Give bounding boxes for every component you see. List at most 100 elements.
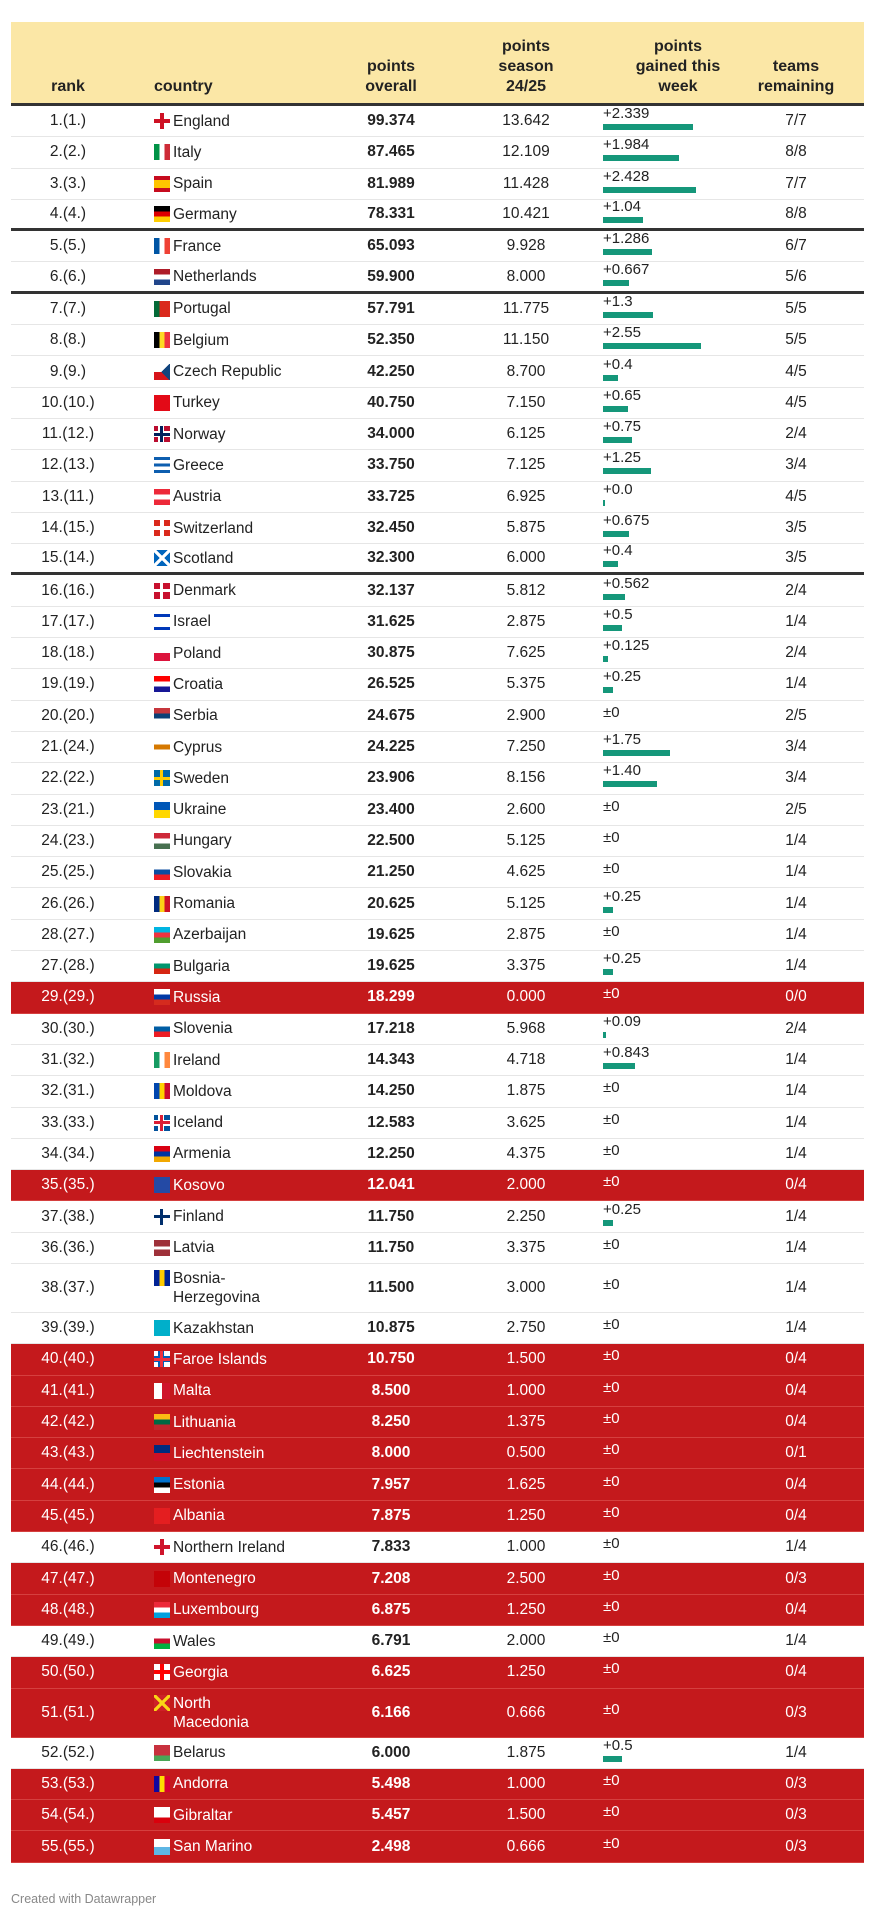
header-teams-remaining[interactable]: teams remaining <box>757 58 835 95</box>
points-season-cell: 0.666 <box>506 1703 546 1721</box>
country-cell: Israel <box>154 607 344 637</box>
header-points-overall[interactable]: points overall <box>365 58 417 95</box>
teams-remaining-cell: 0/4 <box>785 1600 807 1618</box>
teams-remaining-cell: 0/4 <box>785 1350 807 1368</box>
points-season-cell: 1.875 <box>506 1743 546 1761</box>
rank-cell: 48.(48.) <box>41 1600 95 1618</box>
country-cell: Wales <box>154 1626 344 1656</box>
table-row: 38.(37.) Bosnia- Herzegovina 11.500 3.000 ±0… <box>11 1264 864 1313</box>
teams-remaining-cell: 1/4 <box>785 1144 807 1162</box>
country-cell: Greece <box>154 450 344 480</box>
teams-remaining-cell: 1/4 <box>785 894 807 912</box>
country-cell: Denmark <box>154 575 344 605</box>
points-season-cell: 7.250 <box>506 738 546 756</box>
rank-cell: 20.(20.) <box>41 706 95 724</box>
teams-remaining-cell: 7/7 <box>785 112 807 130</box>
points-gained-value: ±0 <box>603 1410 620 1428</box>
header-rank[interactable]: rank <box>51 78 85 95</box>
points-gained-cell: ±0 <box>603 1563 773 1593</box>
country-cell: Gibraltar <box>154 1800 344 1830</box>
teams-remaining-cell: 5/6 <box>785 267 807 285</box>
table-row: 6.(6.) Netherlands 59.900 8.000 +0.667 5/6 <box>11 261 864 294</box>
country-name: Portugal <box>173 300 231 318</box>
points-gained-cell: +0.25 <box>603 669 773 699</box>
points-gained-cell: ±0 <box>603 1313 773 1343</box>
points-gained-bar <box>603 124 693 131</box>
flag-icon <box>154 645 170 662</box>
country-cell: Kazakhstan <box>154 1313 344 1343</box>
flag-icon <box>154 175 170 192</box>
rank-cell: 44.(44.) <box>41 1475 95 1493</box>
rank-cell: 36.(36.) <box>41 1238 95 1256</box>
flag-icon <box>154 1445 170 1462</box>
table-row: 41.(41.) Malta 8.500 1.000 ±0 0/4 <box>11 1375 864 1407</box>
rank-cell: 43.(43.) <box>41 1444 95 1462</box>
points-gained-value: ±0 <box>603 1316 620 1334</box>
teams-remaining-cell: 0/1 <box>785 1444 807 1462</box>
flag-icon <box>154 864 170 881</box>
points-overall-cell: 10.750 <box>367 1350 415 1368</box>
teams-remaining-cell: 0/3 <box>785 1806 807 1824</box>
country-name: Lithuania <box>173 1413 236 1431</box>
flag-icon <box>154 958 170 975</box>
teams-remaining-cell: 2/4 <box>785 644 807 662</box>
table-row: 10.(10.) Turkey 40.750 7.150 +0.65 4/5 <box>11 387 864 419</box>
country-cell: Luxembourg <box>154 1595 344 1625</box>
points-season-cell: 12.109 <box>502 143 550 161</box>
country-name: England <box>173 112 230 130</box>
table-row: 50.(50.) Georgia 6.625 1.250 ±0 0/4 <box>11 1657 864 1689</box>
flag-icon <box>154 1694 170 1711</box>
points-season-cell: 1.000 <box>506 1538 546 1556</box>
points-gained-value: +0.4 <box>603 542 633 560</box>
header-points-season[interactable]: points season 24/25 <box>498 38 554 95</box>
rank-cell: 37.(38.) <box>41 1207 95 1225</box>
footer-credit[interactable]: Created with Datawrapper <box>11 1892 157 1906</box>
country-name: Northern Ireland <box>173 1538 286 1556</box>
points-season-cell: 0.500 <box>506 1444 546 1462</box>
flag-icon <box>154 1507 170 1524</box>
rank-cell: 38.(37.) <box>41 1278 95 1296</box>
flag-icon <box>154 1351 170 1368</box>
points-gained-bar <box>603 437 632 444</box>
teams-remaining-cell: 1/4 <box>785 1743 807 1761</box>
teams-remaining-cell: 1/4 <box>785 1113 807 1131</box>
table-row: 46.(46.) Northern Ireland 7.833 1.000 ±0 1/4 <box>11 1532 864 1564</box>
flag-icon <box>154 1807 170 1824</box>
points-gained-value: +0.25 <box>603 668 641 686</box>
points-season-cell: 1.250 <box>506 1663 546 1681</box>
header-country[interactable]: country <box>154 78 213 95</box>
points-season-cell: 11.150 <box>502 331 550 349</box>
rank-cell: 21.(24.) <box>41 738 95 756</box>
country-name: Kazakhstan <box>173 1319 254 1337</box>
points-season-cell: 2.900 <box>506 706 546 724</box>
points-gained-cell: ±0 <box>603 1076 773 1106</box>
points-gained-cell: ±0 <box>603 1595 773 1625</box>
header-points-gained[interactable]: points gained this week <box>635 38 721 95</box>
table-row: 35.(35.) Kosovo 12.041 2.000 ±0 0/4 <box>11 1170 864 1202</box>
flag-icon <box>154 1838 170 1855</box>
country-name: Norway <box>173 425 226 443</box>
rank-cell: 2.(2.) <box>49 143 87 161</box>
points-overall-cell: 12.250 <box>367 1144 415 1162</box>
country-cell: Austria <box>154 482 344 512</box>
rank-cell: 27.(28.) <box>41 957 95 975</box>
rank-cell: 53.(53.) <box>41 1774 95 1792</box>
points-gained-value: ±0 <box>603 1834 620 1852</box>
points-overall-cell: 59.900 <box>367 267 415 285</box>
rank-cell: 51.(51.) <box>41 1703 95 1721</box>
points-overall-cell: 7.957 <box>371 1475 411 1493</box>
points-gained-cell: ±0 <box>603 1800 773 1830</box>
country-name: Malta <box>173 1382 211 1400</box>
points-gained-cell: +0.25 <box>603 951 773 981</box>
country-cell: Malta <box>154 1376 344 1406</box>
teams-remaining-cell: 1/4 <box>785 863 807 881</box>
flag-icon <box>154 1476 170 1493</box>
country-cell: Sweden <box>154 763 344 793</box>
points-overall-cell: 8.500 <box>371 1381 411 1399</box>
rank-cell: 33.(33.) <box>41 1113 95 1131</box>
points-overall-cell: 78.331 <box>367 205 415 223</box>
rank-cell: 30.(30.) <box>41 1019 95 1037</box>
rank-cell: 22.(22.) <box>41 769 95 787</box>
table-row: 49.(49.) Wales 6.791 2.000 ±0 1/4 <box>11 1626 864 1658</box>
points-season-cell: 7.625 <box>506 644 546 662</box>
